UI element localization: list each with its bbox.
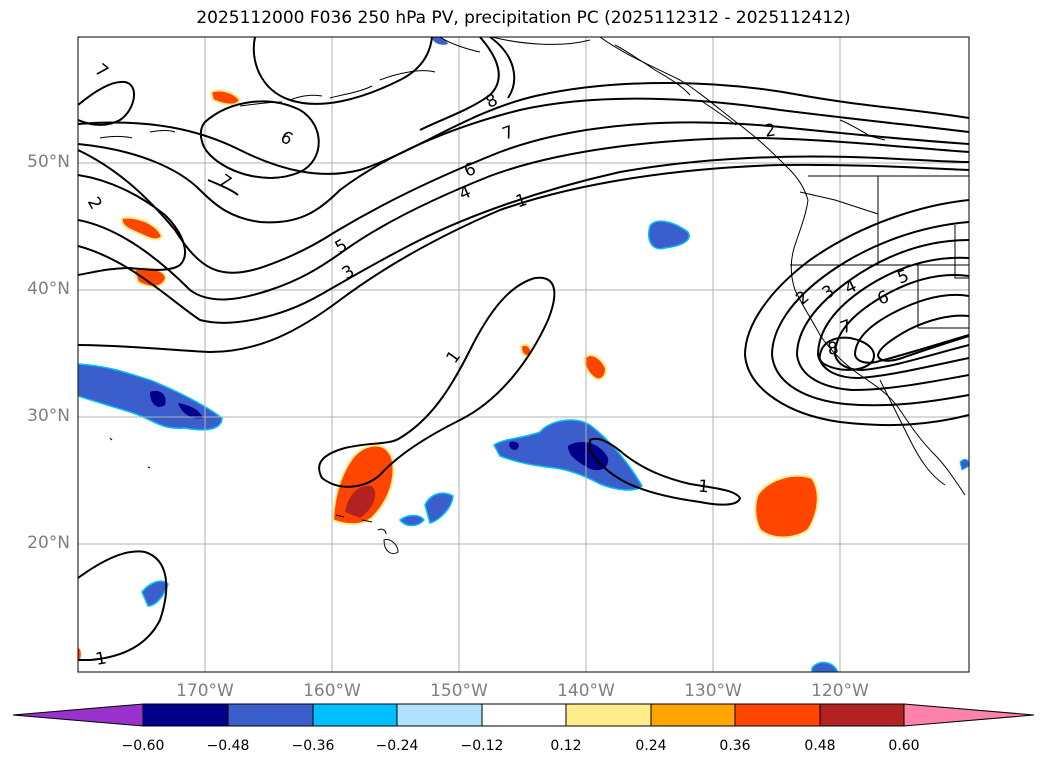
colorbar-tick-label: 0.48	[804, 738, 836, 754]
map-panel: 7 8 7 2 6 7 2 6 4 1 5 3 1 2 3 4 5 6 7 8 …	[78, 37, 969, 672]
precip-pos-hawaii-core	[345, 485, 376, 518]
precip-neg-hawaii-2	[424, 492, 454, 524]
colorbar-bin	[396, 703, 483, 727]
lon-label: 140°W	[557, 681, 615, 701]
colorbar-under-extend	[12, 703, 144, 727]
precip-pos-1	[120, 216, 164, 241]
colorbar-tick-label: −0.36	[291, 738, 335, 754]
map-frame	[77, 36, 970, 673]
colorbar-bin	[312, 703, 398, 727]
lat-label: 50°N	[27, 152, 70, 172]
precip-neg-top	[432, 37, 448, 45]
lon-label: 150°W	[430, 681, 488, 701]
colorbar-bin	[481, 703, 567, 727]
precip-shading	[78, 37, 969, 672]
map-title: 2025112000 F036 250 hPa PV, precipitatio…	[196, 8, 851, 28]
precip-pos-4	[519, 343, 533, 357]
lat-label: 40°N	[27, 279, 70, 299]
colorbar-tick-label: −0.48	[206, 738, 250, 754]
precip-neg-south-2	[811, 661, 839, 672]
precip-neg-central-core	[509, 441, 609, 471]
colorbar-bin	[142, 703, 229, 727]
colorbar-over-extend	[903, 703, 1035, 727]
precip-pos-east	[754, 474, 819, 539]
colorbar-bin	[565, 703, 652, 727]
colorbar-tick-label: 0.12	[550, 738, 582, 754]
colorbar-tick-label: 0.60	[888, 738, 920, 754]
colorbar-tick-label: −0.60	[121, 738, 165, 754]
contour-label: 8	[826, 338, 840, 360]
lon-label: 170°W	[176, 681, 234, 701]
colorbar-tick-label: −0.24	[375, 738, 419, 754]
precip-neg-south-1	[141, 580, 169, 607]
precip-neg-north	[648, 220, 690, 250]
colorbar-bin	[734, 703, 821, 727]
colorbar-bin	[227, 703, 314, 727]
colorbar-tick-label: 0.24	[635, 738, 667, 754]
colorbar-bin	[650, 703, 736, 727]
precip-neg-west-core	[150, 390, 203, 419]
lat-label: 30°N	[27, 406, 70, 426]
colorbar	[12, 703, 1035, 727]
lon-label: 120°W	[811, 681, 869, 701]
contour-label: 1	[697, 477, 710, 498]
lon-label: 130°W	[684, 681, 742, 701]
pv-contours	[78, 37, 969, 661]
precip-pos-edge	[78, 648, 81, 660]
contour-label: 1	[94, 648, 108, 670]
lon-label: 160°W	[303, 681, 361, 701]
coastlines	[99, 37, 969, 554]
colorbar-bin	[819, 703, 905, 727]
colorbar-tick-label: 0.36	[719, 738, 751, 754]
precip-neg-hawaii-1	[398, 514, 425, 527]
precip-pos-3	[209, 89, 242, 106]
lat-label: 20°N	[27, 533, 70, 553]
precip-neg-east-edge	[959, 458, 969, 471]
precip-neg-central	[493, 419, 643, 491]
contour-label: 2	[764, 120, 778, 141]
colorbar-tick-label: −0.12	[460, 738, 504, 754]
precip-pos-2	[132, 267, 168, 288]
